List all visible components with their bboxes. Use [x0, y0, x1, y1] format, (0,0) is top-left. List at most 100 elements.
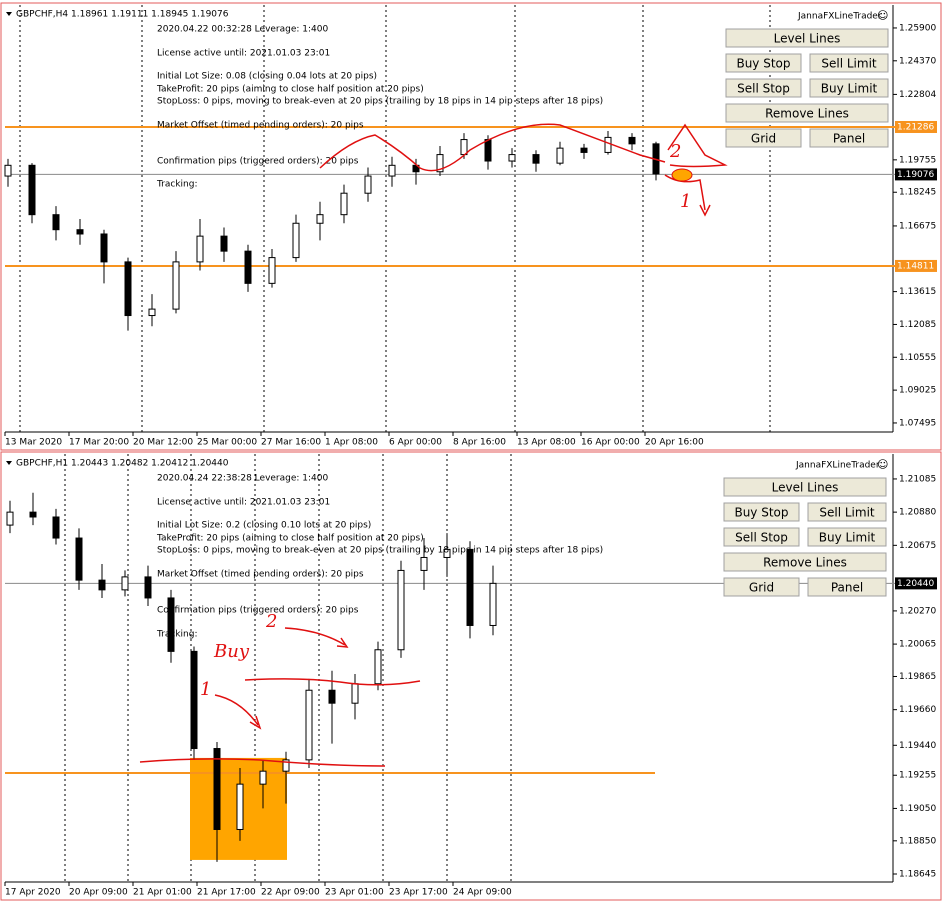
y-tick-label: 1.20880: [899, 508, 936, 518]
button-label[interactable]: Sell Stop: [735, 531, 788, 545]
x-tick-label: 24 Apr 09:00: [453, 888, 512, 898]
candle-body: [282, 759, 290, 772]
candle-body: [144, 576, 152, 599]
y-tick-label: 1.09025: [899, 386, 936, 396]
button-face[interactable]: [807, 502, 887, 522]
x-tick-label: 21 Apr 17:00: [197, 888, 256, 898]
button-label[interactable]: Buy Stop: [736, 57, 790, 71]
button[interactable]: Sell Limit: [807, 502, 887, 522]
y-tick-label: 1.25900: [899, 23, 936, 33]
button-label[interactable]: Level Lines: [772, 481, 839, 495]
menu-arrow: [6, 12, 12, 16]
candle-body: [196, 235, 204, 263]
button[interactable]: Sell Stop: [723, 527, 800, 547]
button[interactable]: Buy Stop: [725, 53, 802, 73]
button-label[interactable]: Sell Stop: [737, 82, 790, 96]
button-label[interactable]: Remove Lines: [763, 556, 847, 570]
button-face[interactable]: [725, 28, 889, 48]
info-line: Confirmation pips (triggered orders): 20…: [157, 157, 359, 167]
candle-body: [397, 569, 405, 651]
candle-body: [292, 222, 300, 259]
button-face[interactable]: [809, 78, 889, 98]
button-label[interactable]: Buy Limit: [819, 531, 876, 545]
button-label[interactable]: Grid: [749, 581, 774, 595]
candle-body: [75, 537, 83, 581]
hand-stroke: [664, 174, 711, 217]
button-face[interactable]: [807, 527, 887, 547]
button-face[interactable]: [723, 527, 800, 547]
candle-body: [489, 582, 497, 626]
button[interactable]: Remove Lines: [723, 552, 887, 572]
hand-label: 2: [265, 611, 277, 632]
candle-body: [121, 576, 129, 591]
button[interactable]: Grid: [723, 577, 800, 597]
button[interactable]: Level Lines: [723, 477, 887, 497]
y-tick-label: 1.19255: [899, 771, 936, 781]
x-tick-label: 23 Apr 01:00: [325, 888, 384, 898]
y-tick-label: 1.18850: [899, 836, 936, 846]
button[interactable]: Buy Limit: [807, 527, 887, 547]
button-face[interactable]: [725, 128, 802, 148]
candle-body: [388, 164, 396, 177]
candle-body: [98, 579, 106, 591]
button-face[interactable]: [725, 103, 889, 123]
info-line: StopLoss: 0 pips, moving to break-even a…: [157, 97, 603, 107]
button-face[interactable]: [723, 577, 800, 597]
button-label[interactable]: Sell Limit: [819, 506, 875, 520]
button-face[interactable]: [725, 53, 802, 73]
button-face[interactable]: [723, 502, 800, 522]
y-tick-label: 1.13615: [899, 287, 936, 297]
button[interactable]: Buy Limit: [809, 78, 889, 98]
y-tick-label: 1.20270: [899, 606, 936, 616]
candle-body: [328, 689, 336, 704]
y-tick-label: 1.16675: [899, 221, 936, 231]
button-face[interactable]: [809, 128, 889, 148]
x-tick-label: 20 Apr 09:00: [69, 888, 128, 898]
x-tick-label: 1 Apr 08:00: [325, 438, 378, 448]
button[interactable]: Sell Limit: [809, 53, 889, 73]
button-face[interactable]: [723, 477, 887, 497]
candle-body: [580, 147, 588, 153]
y-tick-label: 1.20065: [899, 640, 936, 650]
price-tag: [895, 120, 937, 133]
button[interactable]: Grid: [725, 128, 802, 148]
candle-body: [374, 649, 382, 685]
button-face[interactable]: [723, 552, 887, 572]
x-tick-label: 13 Apr 08:00: [517, 438, 576, 448]
candle-body: [460, 139, 468, 156]
info-line: Tracking:: [156, 630, 198, 640]
button-face[interactable]: [725, 78, 802, 98]
hand-stroke: [214, 694, 262, 730]
button-label[interactable]: Grid: [751, 132, 776, 146]
hand-stroke: [139, 758, 386, 767]
y-tick-label: 1.10555: [899, 353, 936, 363]
button-label[interactable]: Sell Limit: [821, 57, 877, 71]
button-face[interactable]: [807, 577, 887, 597]
info-line: License active until: 2021.01.03 23:01: [157, 498, 330, 508]
button[interactable]: Sell Stop: [725, 78, 802, 98]
menu-arrow: [6, 461, 12, 465]
button[interactable]: Remove Lines: [725, 103, 889, 123]
button[interactable]: Panel: [807, 577, 887, 597]
candle-body: [259, 770, 267, 785]
button-label[interactable]: Panel: [831, 581, 863, 595]
button-label[interactable]: Panel: [833, 132, 865, 146]
x-tick-label: 13 Mar 2020: [5, 438, 62, 448]
y-tick-label: 1.18245: [899, 188, 936, 198]
candle-body: [340, 192, 348, 216]
button-label[interactable]: Remove Lines: [765, 107, 849, 121]
button-label[interactable]: Level Lines: [774, 32, 841, 46]
brand-icon: ☺: [877, 458, 888, 471]
candle-body: [4, 164, 12, 177]
button[interactable]: Level Lines: [725, 28, 889, 48]
button-face[interactable]: [809, 53, 889, 73]
button-label[interactable]: Buy Limit: [821, 82, 878, 96]
hand-label: Buy: [213, 641, 250, 662]
y-tick-label: 1.20675: [899, 541, 936, 551]
button-label[interactable]: Buy Stop: [734, 506, 788, 520]
price-tag-label: 1.14811: [897, 261, 934, 271]
button[interactable]: Panel: [809, 128, 889, 148]
candle-body: [420, 556, 428, 571]
button[interactable]: Buy Stop: [723, 502, 800, 522]
